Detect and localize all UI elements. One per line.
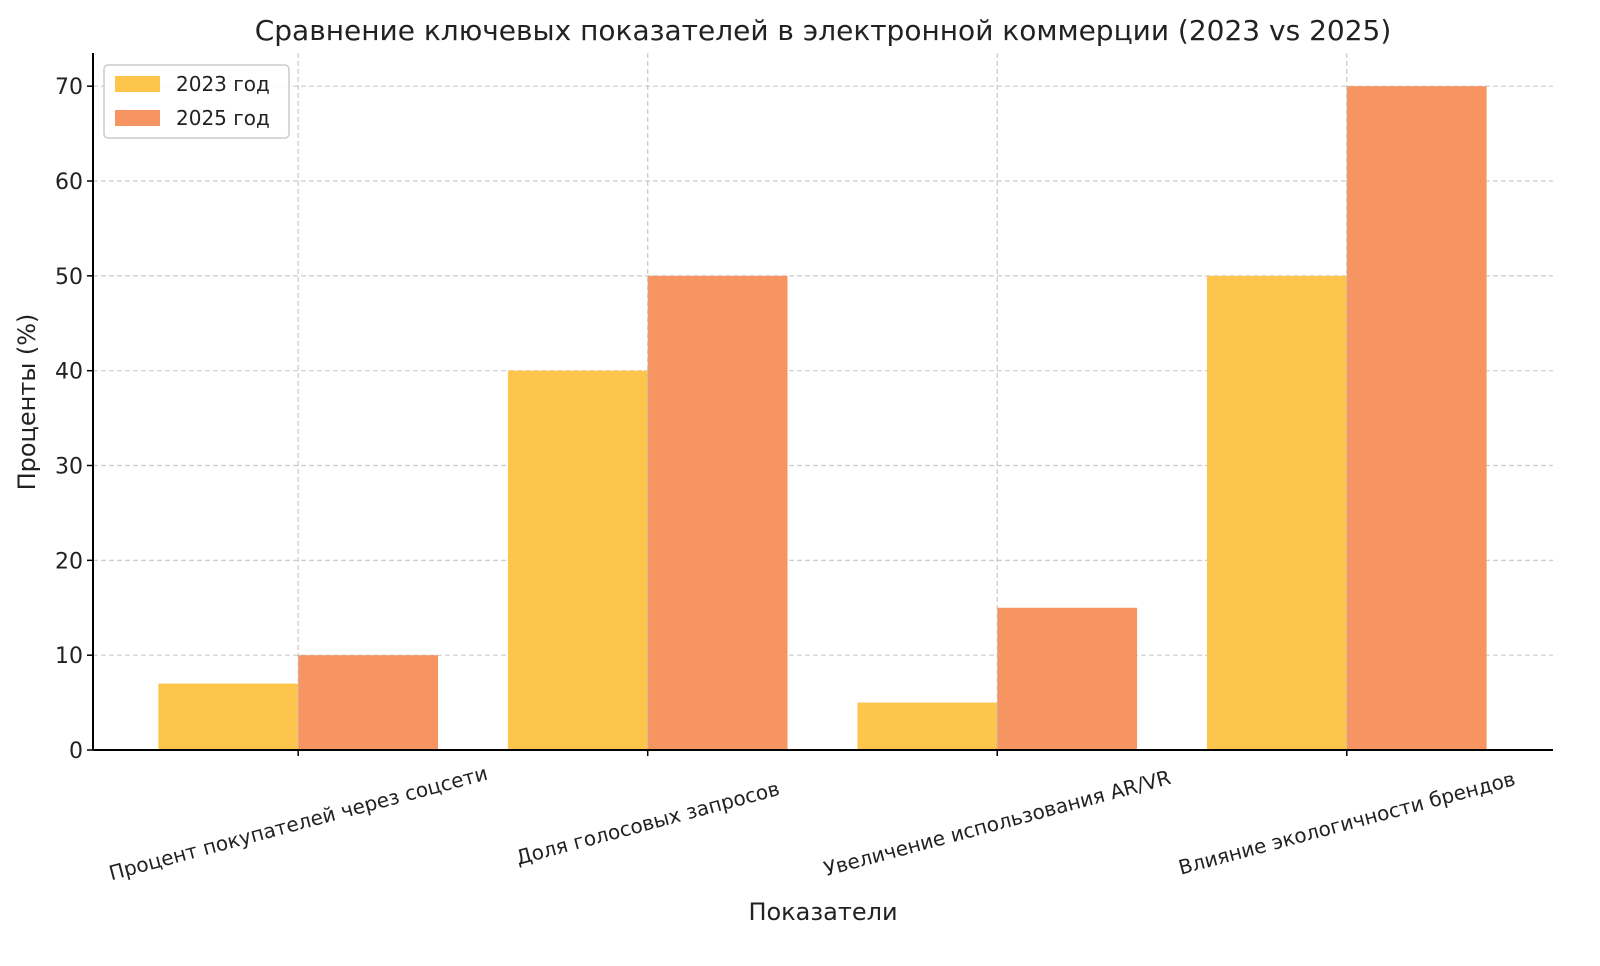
y-tick-label: 50 bbox=[55, 265, 83, 290]
bar-2023 bbox=[158, 683, 299, 750]
x-tick-label: Влияние экологичности брендов bbox=[1176, 766, 1518, 879]
grid-overlay bbox=[297, 53, 1348, 750]
legend: 2023 год 2025 год bbox=[103, 64, 290, 139]
x-tick-label: Увеличение использования AR/VR bbox=[821, 765, 1173, 881]
y-tick-label: 70 bbox=[55, 75, 83, 100]
bar-2023 bbox=[1206, 275, 1347, 750]
y-axis-label: Проценты (%) bbox=[13, 314, 41, 491]
y-ticks: 0 10 20 30 40 50 60 70 bbox=[55, 75, 93, 764]
bar-2025 bbox=[997, 607, 1138, 750]
x-tick-label: Доля голосовых запросов bbox=[513, 776, 782, 870]
y-tick-label: 40 bbox=[55, 360, 83, 385]
y-tick-label: 30 bbox=[55, 455, 83, 480]
chart-title: Сравнение ключевых показателей в электро… bbox=[255, 14, 1392, 47]
y-tick-label: 60 bbox=[55, 170, 83, 195]
legend-label-2025: 2025 год bbox=[176, 106, 270, 130]
bar-2025 bbox=[1346, 86, 1487, 750]
y-tick-label: 10 bbox=[55, 644, 83, 669]
legend-label-2023: 2023 год bbox=[176, 72, 270, 96]
legend-swatch-2025 bbox=[115, 110, 160, 126]
bar-2023 bbox=[507, 370, 648, 750]
y-tick-label: 0 bbox=[69, 739, 83, 764]
axes bbox=[92, 53, 1553, 751]
legend-swatch-2023 bbox=[115, 76, 160, 92]
y-tick-label: 20 bbox=[55, 549, 83, 574]
bar-2025 bbox=[298, 655, 438, 750]
bars bbox=[158, 86, 1487, 750]
x-tick-label: Процент покупателей через соцсети bbox=[106, 761, 490, 885]
x-ticks: Процент покупателей через соцсети Доля го… bbox=[106, 750, 1518, 885]
x-axis-label: Показатели bbox=[748, 898, 897, 926]
bar-2025 bbox=[647, 275, 788, 750]
bar-2023 bbox=[857, 702, 998, 750]
